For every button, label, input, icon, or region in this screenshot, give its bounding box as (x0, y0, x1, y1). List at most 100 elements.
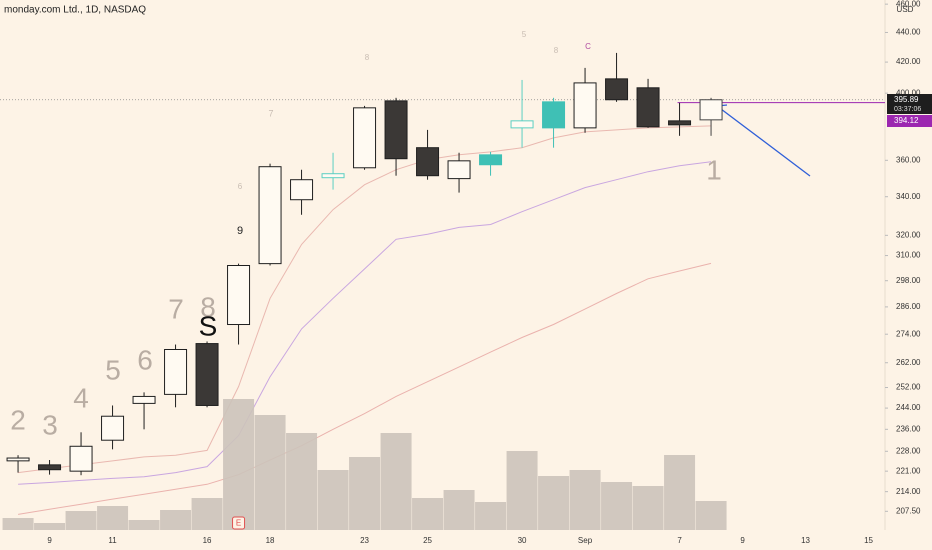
volume-bar (506, 451, 538, 530)
y-tick-label: 340.00 (896, 192, 921, 201)
volume-bar (412, 498, 444, 530)
earnings-box (232, 516, 246, 530)
candle-body (6, 457, 30, 462)
annotation: 7 (268, 108, 273, 118)
y-tick-label: 460.00 (896, 0, 921, 8)
volume-bar (443, 490, 475, 530)
y-tick-label: 310.00 (896, 251, 921, 260)
annotation: 4 (73, 382, 89, 413)
candle-body (699, 99, 723, 121)
y-tick-label: 236.00 (896, 424, 921, 433)
countdown-label: 03:37:06 (894, 106, 921, 113)
annotation: 5 (522, 30, 527, 39)
candle-body (227, 265, 251, 326)
candle-body (636, 87, 660, 128)
y-tick-label: 298.00 (896, 276, 921, 285)
volume-bar (34, 523, 66, 530)
x-tick-label: 18 (266, 536, 275, 545)
x-tick-label: 9 (47, 536, 52, 545)
annotation: 8 (365, 53, 370, 62)
y-tick-label: 400.00 (896, 88, 921, 97)
y-tick-label: 262.00 (896, 358, 921, 367)
ma-line (18, 125, 712, 474)
line-price-tag (887, 115, 932, 127)
annotation: C (585, 42, 591, 51)
x-tick-label: 15 (864, 536, 873, 545)
volume-bar (569, 470, 601, 530)
candle-body (38, 464, 62, 471)
volume-bar (65, 511, 97, 530)
candle-body (510, 120, 534, 129)
candle-body (573, 82, 597, 129)
candle-body (321, 173, 345, 179)
x-tick-label: 23 (360, 536, 369, 545)
volume-bar (286, 433, 318, 530)
candle-body (132, 395, 156, 404)
volume-bar (664, 455, 696, 530)
volume-bar (160, 510, 192, 530)
candle-body (416, 147, 440, 177)
volume-bar (475, 502, 507, 530)
y-tick-label: 207.50 (896, 506, 921, 515)
x-tick-label: 9 (740, 536, 745, 545)
ma-layer (18, 125, 712, 515)
candle-body (290, 179, 314, 201)
annotation: 7 (168, 293, 184, 324)
volume-bar (128, 520, 160, 530)
volume-bar (695, 501, 727, 530)
chart-title: monday.com Ltd., 1D, NASDAQ (4, 5, 146, 16)
volume-bar (254, 415, 286, 530)
annotation: 5 (105, 354, 121, 385)
currency: USD (897, 5, 914, 14)
last-price-label: 395.89 (894, 95, 919, 104)
candle-body (542, 101, 566, 129)
annotation: 6 (238, 182, 243, 191)
annotation: 9 (237, 225, 243, 237)
y-tick-label: 228.00 (896, 446, 921, 455)
candle-body (668, 120, 692, 126)
candle-body (101, 415, 125, 441)
x-tick-label: 13 (801, 536, 810, 545)
annotation: 2 (10, 404, 26, 435)
y-tick-label: 360.00 (896, 155, 921, 164)
volume-bar (317, 470, 349, 530)
x-tick-label: 7 (677, 536, 682, 545)
y-tick-label: 320.00 (896, 230, 921, 239)
x-tick-label: 25 (423, 536, 432, 545)
earnings-label: E (236, 519, 241, 528)
candle-body (258, 166, 282, 265)
y-tick-label: 244.00 (896, 403, 921, 412)
volume-bar (191, 498, 223, 530)
candle-body (447, 160, 471, 180)
line-price-label: 394.12 (894, 116, 919, 125)
ma-line (18, 262, 712, 515)
x-tick-label: Sep (578, 536, 593, 545)
annotation: 6 (137, 344, 153, 375)
candle-body (384, 100, 408, 160)
y-tick-label: 214.00 (896, 487, 921, 496)
annotation: 8 (554, 46, 559, 55)
y-tick-label: 274.00 (896, 329, 921, 338)
annotation: 3 (42, 409, 58, 440)
x-tick-label: 30 (518, 536, 527, 545)
candle-body (479, 154, 503, 166)
candle-body (353, 107, 377, 169)
candle-body (164, 348, 188, 395)
annotation: 1 (706, 154, 722, 185)
candle-body (605, 78, 629, 101)
x-tick-label: 16 (203, 536, 212, 545)
volume-bar (538, 476, 570, 530)
volume-bar (349, 457, 381, 530)
y-tick-label: 252.00 (896, 383, 921, 392)
y-tick-label: 440.00 (896, 28, 921, 37)
volume-bar (632, 486, 664, 530)
x-tick-label: 11 (108, 536, 117, 545)
annotation: 8 (200, 291, 216, 322)
annotation: S (199, 310, 218, 341)
arrow (716, 105, 811, 177)
volume-bar (601, 482, 633, 530)
candle-body (195, 343, 219, 406)
last-price-tag (887, 94, 932, 114)
volume-bar (380, 433, 412, 530)
